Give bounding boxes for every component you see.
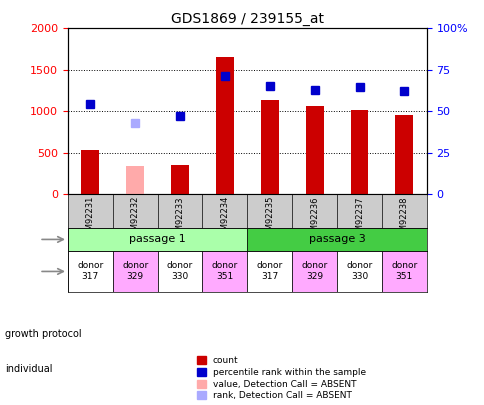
Text: individual: individual: [5, 364, 52, 373]
Text: GSM92233: GSM92233: [175, 196, 184, 241]
Bar: [126, 166, 144, 194]
Text: donor
317: donor 317: [77, 261, 103, 281]
Text: donor
330: donor 330: [346, 261, 372, 281]
FancyBboxPatch shape: [112, 251, 157, 292]
Text: donor
329: donor 329: [122, 261, 148, 281]
FancyBboxPatch shape: [336, 251, 381, 292]
FancyBboxPatch shape: [68, 251, 112, 292]
Text: growth protocol: growth protocol: [5, 329, 81, 339]
Text: passage 3: passage 3: [308, 234, 365, 245]
Text: donor
351: donor 351: [391, 261, 417, 281]
Title: GDS1869 / 239155_at: GDS1869 / 239155_at: [170, 12, 323, 26]
Text: passage 1: passage 1: [129, 234, 186, 245]
Text: donor
329: donor 329: [301, 261, 327, 281]
Text: GSM92231: GSM92231: [86, 196, 95, 241]
Text: donor
317: donor 317: [256, 261, 282, 281]
Bar: [171, 165, 189, 194]
Bar: [260, 100, 278, 194]
FancyBboxPatch shape: [157, 251, 202, 292]
Bar: [215, 57, 233, 194]
FancyBboxPatch shape: [247, 251, 291, 292]
Text: donor
351: donor 351: [212, 261, 238, 281]
Text: GSM92235: GSM92235: [265, 196, 274, 241]
Text: GSM92232: GSM92232: [130, 196, 139, 241]
Text: GSM92236: GSM92236: [309, 196, 318, 241]
Bar: [305, 107, 323, 194]
Bar: [350, 110, 368, 194]
Bar: [394, 115, 412, 194]
FancyBboxPatch shape: [247, 228, 426, 251]
FancyBboxPatch shape: [381, 251, 426, 292]
Legend: count, percentile rank within the sample, value, Detection Call = ABSENT, rank, : count, percentile rank within the sample…: [196, 356, 365, 401]
FancyBboxPatch shape: [291, 251, 336, 292]
Text: GSM92237: GSM92237: [354, 196, 363, 241]
FancyBboxPatch shape: [68, 228, 247, 251]
FancyBboxPatch shape: [202, 251, 247, 292]
Text: GSM92238: GSM92238: [399, 196, 408, 241]
Bar: [81, 149, 99, 194]
Text: donor
330: donor 330: [166, 261, 193, 281]
Text: GSM92234: GSM92234: [220, 196, 229, 241]
